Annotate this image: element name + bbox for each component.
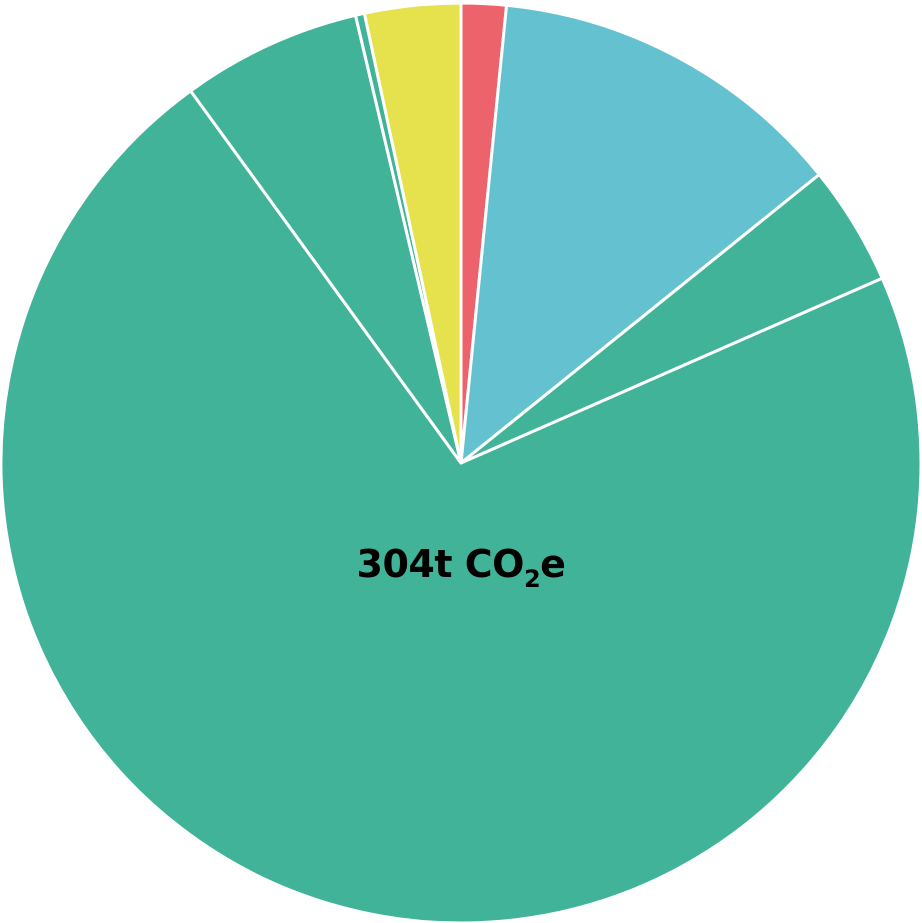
pie-slice-7[interactable]: [362, 1, 463, 465]
total-emissions-subscript: 2: [523, 565, 541, 593]
pie-slice-2[interactable]: [459, 3, 821, 465]
total-emissions-label: 304t CO2e: [0, 542, 922, 591]
pie-slice-4[interactable]: [0, 89, 922, 923]
total-emissions-prefix: 304t CO: [356, 542, 525, 586]
pie-slice-5[interactable]: [189, 13, 463, 465]
total-emissions-suffix: e: [540, 542, 566, 586]
